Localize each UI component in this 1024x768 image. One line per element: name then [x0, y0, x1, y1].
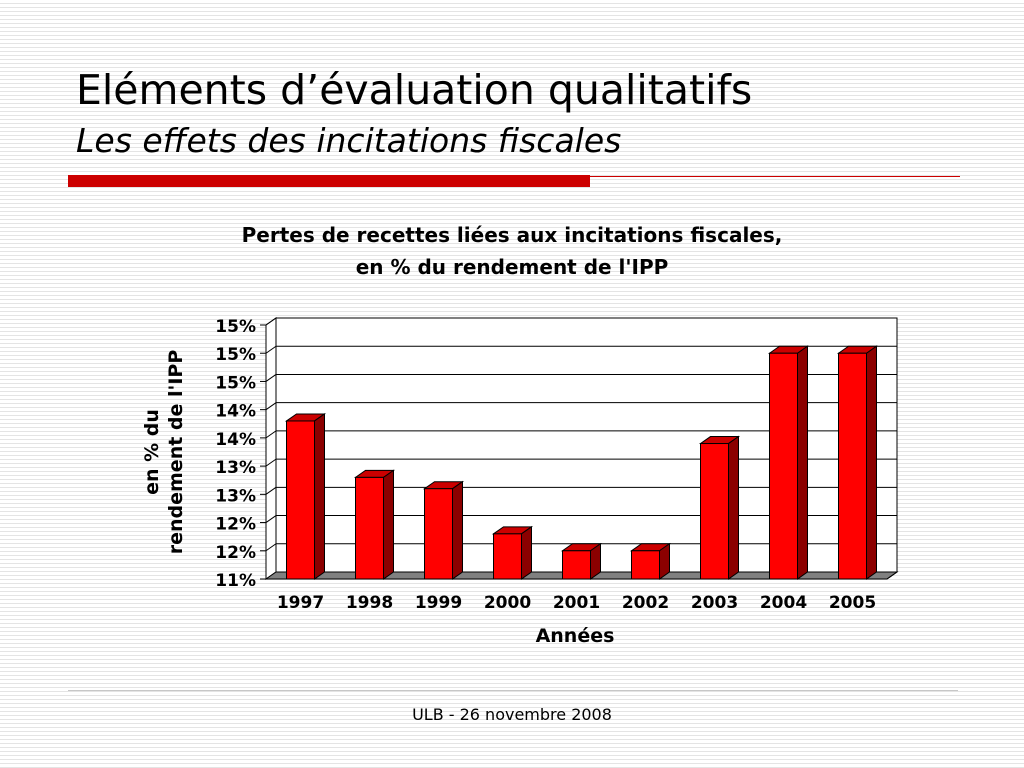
y-tick-label: 15%	[215, 373, 256, 393]
gridline-side	[265, 458, 277, 467]
x-tick-label: 1999	[415, 593, 462, 613]
x-tick-label: 2000	[484, 593, 531, 613]
gridline-side	[265, 374, 277, 382]
chart-title-line2: en % du rendement de l'IPP	[356, 255, 669, 279]
chart-title-line1: Pertes de recettes liées aux incitations…	[242, 223, 783, 247]
y-axis-label-line2: rendement de l'IPP	[165, 350, 187, 555]
bar-2004	[769, 352, 798, 580]
bar-2002	[631, 550, 660, 580]
y-tick-label: 15%	[215, 345, 256, 365]
bar-1999	[424, 488, 453, 580]
x-tick-label: 2002	[622, 593, 669, 613]
bar-2005	[838, 352, 867, 580]
plot-side-wall	[265, 317, 277, 580]
bar-side-1997	[314, 412, 325, 580]
x-tick-label: 1997	[277, 593, 324, 613]
bar-side-1999	[452, 480, 463, 580]
y-tick-label: 11%	[215, 571, 256, 591]
bar-side-2003	[728, 435, 739, 580]
bar-side-2004	[797, 345, 808, 580]
y-axis-label-line1: en % du	[141, 409, 163, 495]
title-underline-thick	[68, 175, 590, 187]
gridline-side	[265, 486, 277, 495]
bar-side-1998	[383, 469, 394, 580]
y-tick-label: 14%	[215, 430, 256, 450]
gridline-side	[265, 430, 277, 439]
gridline-side	[265, 543, 277, 552]
x-tick-label: 1998	[346, 593, 393, 613]
bar-2001	[562, 550, 591, 580]
y-tick-label: 14%	[215, 402, 256, 422]
slide-title: Eléments d’évaluation qualitatifs	[76, 66, 753, 114]
bar-1997	[286, 420, 315, 580]
gridline-side	[265, 345, 277, 354]
x-tick-label: 2005	[829, 593, 876, 613]
gridline-side	[265, 317, 277, 326]
bar-side-2000	[521, 525, 532, 580]
y-tick-label: 13%	[215, 486, 256, 506]
y-tick-label: 13%	[215, 458, 256, 478]
y-tick-label: 12%	[215, 543, 256, 563]
gridline-side	[265, 402, 277, 411]
plot-area: 11% 12% 12% 13% 13% 14% 14% 15% 15% 15% 1997 1998 19…	[215, 317, 899, 613]
slide-subtitle: Les effets des incitations fiscales	[76, 121, 622, 160]
x-axis-label: Années	[536, 625, 615, 647]
x-tick-label: 2004	[760, 593, 807, 613]
y-tick-label: 12%	[215, 515, 256, 535]
bar-1998	[355, 476, 384, 580]
x-axis-depth-line	[886, 571, 898, 580]
gridline-side	[265, 515, 277, 523]
bar-side-2005	[866, 345, 877, 580]
footer-text: ULB - 26 novembre 2008	[412, 705, 612, 724]
y-tick-label: 15%	[215, 317, 256, 337]
bar-2003	[700, 443, 729, 580]
x-tick-label: 2001	[553, 593, 600, 613]
title-underline-thin	[590, 176, 960, 177]
footer-divider	[68, 690, 958, 691]
bar-2000	[493, 533, 522, 580]
x-tick-label: 2003	[691, 593, 738, 613]
